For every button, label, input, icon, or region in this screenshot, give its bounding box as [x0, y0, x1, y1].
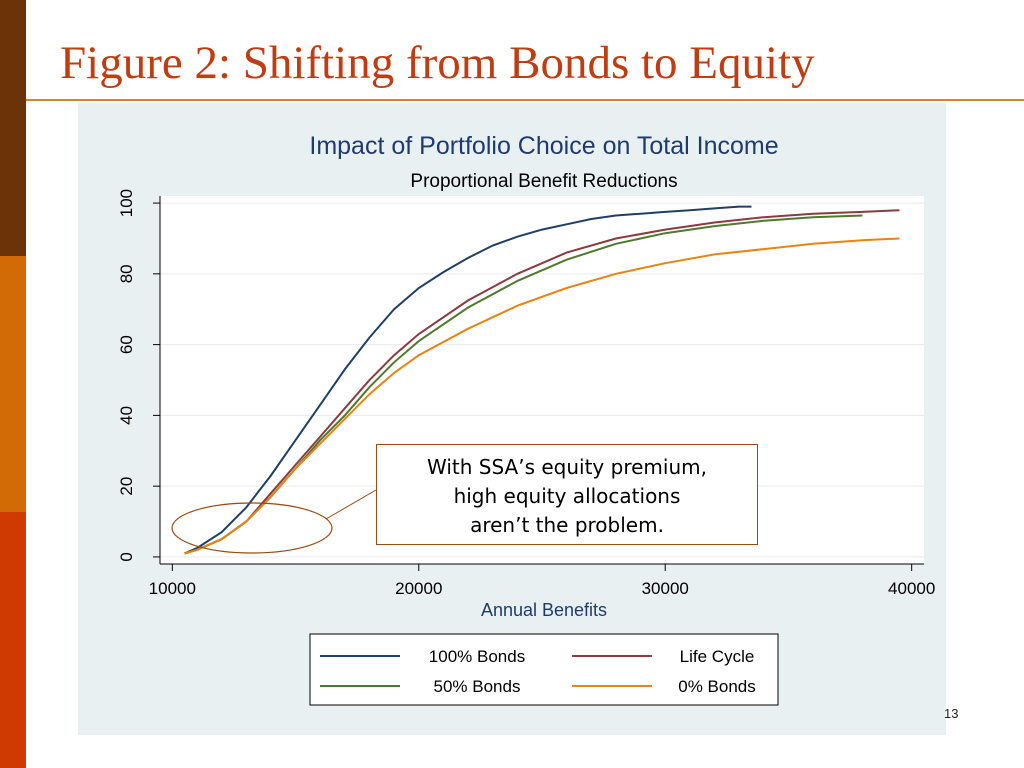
x-tick-label: 30000 — [642, 579, 689, 598]
gridlines — [160, 202, 924, 558]
y-tick-label: 20 — [117, 477, 136, 496]
callout-connector — [325, 489, 377, 520]
annotation-line-1: With SSA’s equity premium, — [427, 455, 707, 479]
sidebar-accent-bottom — [0, 512, 26, 768]
y-tick-label: 80 — [117, 264, 136, 283]
annotation-line-2: high equity allocations — [453, 484, 681, 508]
page-number: 13 — [944, 706, 959, 721]
legend-label: 50% Bonds — [434, 677, 521, 696]
legend-label: 0% Bonds — [678, 677, 756, 696]
annotation-callout: With SSA’s equity premium, high equity a… — [376, 444, 758, 545]
y-tick-label: 40 — [117, 406, 136, 425]
legend-label: Life Cycle — [680, 647, 755, 666]
highlight-ellipse — [171, 502, 333, 554]
title-divider — [26, 99, 1024, 101]
sidebar-accent-middle — [0, 256, 26, 512]
x-tick-label: 40000 — [888, 579, 935, 598]
axis-ticks: 0 20 40 60 80 100 10000 20000 30000 40000 — [117, 189, 935, 598]
x-tick-label: 10000 — [149, 579, 196, 598]
x-axis-label: Annual Benefits — [481, 600, 607, 620]
chart-title: Impact of Portfolio Choice on Total Inco… — [309, 132, 778, 160]
legend-box — [309, 633, 779, 706]
series-line-100-bonds — [184, 205, 752, 555]
y-tick-label: 0 — [117, 552, 136, 561]
chart-subtitle: Proportional Benefit Reductions — [410, 171, 677, 192]
y-tick-label: 60 — [117, 335, 136, 354]
annotation-line-3: aren’t the problem. — [470, 513, 664, 537]
legend: 100% Bonds Life Cycle 50% Bonds 0% Bonds — [309, 633, 779, 706]
slide-title: Figure 2: Shifting from Bonds to Equity — [60, 37, 815, 89]
y-tick-label: 100 — [117, 189, 136, 217]
sidebar-accent-top — [0, 0, 26, 256]
series-lines — [184, 205, 900, 555]
series-line-0-bonds — [184, 237, 900, 555]
legend-label: 100% Bonds — [429, 647, 525, 666]
x-tick-label: 20000 — [395, 579, 442, 598]
